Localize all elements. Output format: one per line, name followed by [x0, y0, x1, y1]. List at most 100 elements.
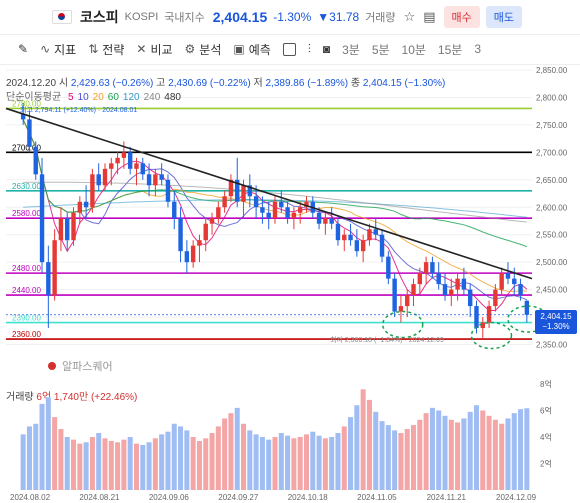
candle-body[interactable] — [442, 284, 448, 296]
candle-body[interactable] — [52, 240, 57, 296]
volume-bar[interactable] — [524, 408, 530, 490]
candle-body[interactable] — [184, 251, 190, 263]
candle-body[interactable] — [360, 240, 366, 252]
volume-bar[interactable] — [140, 444, 146, 490]
candle-body[interactable] — [342, 234, 347, 241]
volume-bar[interactable] — [417, 419, 423, 490]
volume-bar[interactable] — [241, 423, 247, 490]
volume-bar[interactable] — [121, 439, 127, 490]
candle-body[interactable] — [297, 207, 303, 213]
volume-bar[interactable] — [291, 438, 297, 490]
candle-body[interactable] — [455, 278, 460, 290]
volume-bar[interactable] — [33, 423, 39, 490]
candle-body[interactable] — [373, 229, 378, 235]
candle-body[interactable] — [279, 201, 284, 208]
candle-body[interactable] — [335, 223, 341, 241]
volume-bar[interactable] — [209, 433, 215, 490]
candle-body[interactable] — [348, 234, 353, 241]
candle-body[interactable] — [178, 218, 183, 252]
candle-body[interactable] — [423, 262, 429, 274]
volume-bar[interactable] — [71, 439, 77, 490]
volume-bar[interactable] — [102, 438, 108, 490]
candle-body[interactable] — [285, 207, 290, 219]
volume-bar[interactable] — [165, 431, 171, 490]
star-icon[interactable]: ☆ — [403, 9, 416, 24]
candle-body[interactable] — [134, 163, 139, 169]
volume-bar[interactable] — [486, 415, 492, 490]
candle-body[interactable] — [146, 174, 152, 186]
volume-bar[interactable] — [322, 438, 328, 490]
pencil-icon[interactable]: ✎ — [18, 42, 29, 56]
clipboard-icon[interactable]: ▤ — [423, 9, 436, 24]
volume-bar[interactable] — [253, 434, 259, 490]
volume-chart[interactable]: 8억 6억 4억 2억 2024.08.02 2024.08.21 2024.09.06 20… — [0, 380, 580, 503]
volume-bar[interactable] — [190, 437, 196, 490]
candle-body[interactable] — [165, 179, 171, 202]
compare-button[interactable]: ✕ 비교 — [136, 42, 173, 57]
candle-body[interactable] — [209, 218, 215, 224]
candle-body[interactable] — [222, 196, 227, 208]
volume-bar[interactable] — [385, 425, 391, 490]
candle-body[interactable] — [392, 278, 397, 312]
candle-body[interactable] — [512, 278, 517, 285]
candle-body[interactable] — [272, 201, 278, 219]
volume-bar[interactable] — [215, 426, 221, 490]
candle-body[interactable] — [33, 146, 38, 175]
candle-body[interactable] — [474, 306, 479, 329]
volume-bar[interactable] — [310, 431, 316, 490]
candle-body[interactable] — [266, 212, 271, 219]
candle-body[interactable] — [115, 157, 120, 164]
candle-body[interactable] — [329, 218, 334, 224]
volume-bar[interactable] — [127, 437, 133, 490]
volume-bar[interactable] — [473, 405, 479, 490]
candle-body[interactable] — [417, 273, 423, 285]
volume-bar[interactable] — [423, 413, 429, 490]
candle-body[interactable] — [172, 201, 177, 219]
candle-body[interactable] — [96, 174, 101, 186]
candle-body[interactable] — [253, 196, 259, 208]
volume-bar[interactable] — [480, 410, 486, 491]
volume-bar[interactable] — [348, 417, 354, 490]
volume-bar[interactable] — [259, 437, 265, 490]
candle-body[interactable] — [109, 163, 114, 169]
volume-bar[interactable] — [234, 407, 240, 490]
candle-body[interactable] — [430, 262, 435, 274]
candle-body[interactable] — [405, 295, 410, 307]
candle-body[interactable] — [323, 218, 328, 224]
candle-body[interactable] — [436, 273, 441, 285]
candle-body[interactable] — [83, 201, 89, 208]
interval-3m[interactable]: 3분 — [342, 42, 360, 57]
volume-bar[interactable] — [467, 411, 473, 490]
candle-body[interactable] — [127, 152, 133, 169]
candle-body[interactable] — [379, 234, 385, 257]
volume-bar[interactable] — [39, 403, 45, 490]
volume-bar[interactable] — [115, 442, 121, 490]
volume-bar[interactable] — [448, 419, 454, 490]
buy-button[interactable]: 매수 — [443, 6, 480, 28]
volume-bar[interactable] — [228, 413, 234, 490]
volume-bar[interactable] — [398, 433, 404, 490]
volume-bar[interactable] — [329, 437, 335, 490]
volume-bar[interactable] — [373, 411, 379, 490]
forecast-button[interactable]: ▣ 예측 — [233, 42, 271, 57]
volume-bar[interactable] — [152, 438, 158, 490]
volume-bar[interactable] — [411, 425, 417, 490]
candle-body[interactable] — [518, 284, 523, 296]
volume-bar[interactable] — [45, 397, 51, 490]
volume-bar[interactable] — [83, 442, 89, 490]
volume-bar[interactable] — [58, 429, 64, 490]
candle-body[interactable] — [354, 240, 360, 252]
volume-bar[interactable] — [392, 430, 398, 490]
candle-body[interactable] — [260, 207, 265, 213]
volume-bar[interactable] — [404, 429, 410, 490]
volume-bar[interactable] — [159, 434, 165, 490]
volume-bar[interactable] — [52, 417, 58, 490]
candle-body[interactable] — [486, 306, 492, 323]
volume-bar[interactable] — [379, 421, 385, 490]
candle-body[interactable] — [46, 262, 51, 296]
candle-body[interactable] — [71, 212, 76, 241]
volume-bar[interactable] — [297, 437, 303, 490]
analysis-button[interactable]: ⚙ 분석 — [184, 42, 222, 57]
interval-15m[interactable]: 15분 — [437, 42, 463, 57]
candle-icon[interactable]: ⫶ — [307, 41, 311, 56]
